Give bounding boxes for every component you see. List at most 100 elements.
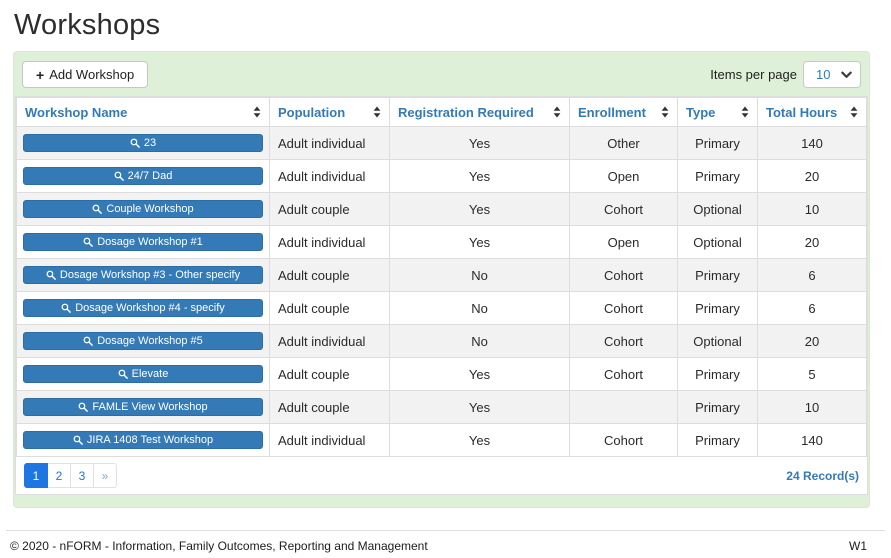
workshop-name-cell: 24/7 Dad xyxy=(16,159,270,193)
column-header-enrollment[interactable]: Enrollment xyxy=(569,97,678,127)
cell-population: Adult individual xyxy=(269,225,390,259)
sort-updown-icon xyxy=(553,106,561,118)
search-icon xyxy=(83,336,94,346)
cell-total-hours: 6 xyxy=(757,291,867,325)
cell-registration-required: Yes xyxy=(389,390,570,424)
search-icon xyxy=(73,435,83,445)
workshop-name-label: Dosage Workshop #1 xyxy=(97,236,203,248)
cell-registration-required: No xyxy=(389,324,570,358)
workshop-name-label: Dosage Workshop #3 - Other specify xyxy=(59,269,241,281)
sort-updown-icon xyxy=(741,106,749,118)
workshop-name-button[interactable]: Dosage Workshop #4 - specify xyxy=(23,299,263,317)
footer-divider xyxy=(6,530,885,531)
workshop-name-label: JIRA 1408 Test Workshop xyxy=(86,434,214,446)
workshop-name-button[interactable]: Dosage Workshop #3 - Other specify xyxy=(23,266,263,284)
workshop-name-label: Couple Workshop xyxy=(106,203,194,215)
workshops-table: Workshop Name Population Registration Requ… xyxy=(16,97,867,457)
pagination-page-3[interactable]: 3 xyxy=(70,463,94,488)
cell-population: Adult individual xyxy=(269,423,390,457)
table-row: Elevate Adult couple Yes Cohort Primary 5 xyxy=(16,357,867,391)
column-header-workshop-name[interactable]: Workshop Name xyxy=(16,97,270,127)
cell-type: Optional xyxy=(677,192,758,226)
column-header-label: Workshop Name xyxy=(25,104,128,120)
cell-enrollment: Cohort xyxy=(569,324,678,358)
table-row: JIRA 1408 Test Workshop Adult individual Y… xyxy=(16,423,867,457)
chevron-down-icon xyxy=(841,71,852,79)
search-icon xyxy=(83,237,94,247)
toolbar: + Add Workshop Items per page 10 xyxy=(14,52,869,96)
cell-registration-required: No xyxy=(389,258,570,292)
cell-population: Adult couple xyxy=(269,258,390,292)
cell-total-hours: 140 xyxy=(757,423,867,457)
cell-type: Primary xyxy=(677,126,758,160)
items-per-page-label: Items per page xyxy=(710,67,797,82)
search-icon xyxy=(130,138,140,148)
cell-total-hours: 10 xyxy=(757,390,867,424)
search-icon xyxy=(118,369,128,379)
cell-population: Adult individual xyxy=(269,324,390,358)
cell-type: Primary xyxy=(677,159,758,193)
workshop-name-button[interactable]: Elevate xyxy=(23,365,263,383)
column-header-label: Total Hours xyxy=(766,104,838,120)
footer-version: W1 xyxy=(849,539,867,553)
table-row: Dosage Workshop #1 Adult individual Yes Ope… xyxy=(16,225,867,259)
workshop-name-cell: Dosage Workshop #5 xyxy=(16,324,270,358)
site-footer: © 2020 - nFORM - Information, Family Out… xyxy=(0,530,891,553)
sort-updown-icon xyxy=(850,106,858,118)
items-per-page-select[interactable]: 10 xyxy=(803,61,861,88)
workshop-name-button[interactable]: Dosage Workshop #1 xyxy=(23,233,263,251)
pagination-next-button[interactable]: » xyxy=(93,463,117,488)
column-header-label: Registration Required xyxy=(398,104,534,120)
workshop-name-cell: FAMLE View Workshop xyxy=(16,390,270,424)
search-icon xyxy=(114,171,124,181)
cell-population: Adult individual xyxy=(269,159,390,193)
table-header-row: Workshop Name Population Registration Requ… xyxy=(16,97,867,127)
workshop-name-cell: Elevate xyxy=(16,357,270,391)
cell-enrollment: Cohort xyxy=(569,258,678,292)
workshops-table-wrap: Workshop Name Population Registration Requ… xyxy=(15,96,868,457)
workshop-name-cell: 23 xyxy=(16,126,270,160)
cell-enrollment: Cohort xyxy=(569,192,678,226)
cell-total-hours: 20 xyxy=(757,225,867,259)
add-workshop-label: Add Workshop xyxy=(49,67,135,82)
cell-enrollment: Open xyxy=(569,225,678,259)
sort-updown-icon xyxy=(661,106,669,118)
cell-total-hours: 140 xyxy=(757,126,867,160)
column-header-label: Population xyxy=(278,104,346,120)
column-header-population[interactable]: Population xyxy=(269,97,390,127)
cell-type: Primary xyxy=(677,390,758,424)
cell-enrollment xyxy=(569,390,678,424)
workshop-name-button[interactable]: FAMLE View Workshop xyxy=(23,398,263,416)
column-header-type[interactable]: Type xyxy=(677,97,758,127)
column-header-label: Enrollment xyxy=(578,104,646,120)
table-row: FAMLE View Workshop Adult couple Yes Primar… xyxy=(16,390,867,424)
workshop-name-cell: JIRA 1408 Test Workshop xyxy=(16,423,270,457)
search-icon xyxy=(78,402,89,412)
table-row: Dosage Workshop #3 - Other specify Adult … xyxy=(16,258,867,292)
workshop-name-button[interactable]: Dosage Workshop #5 xyxy=(23,332,263,350)
workshop-name-button[interactable]: JIRA 1408 Test Workshop xyxy=(23,431,263,449)
cell-population: Adult individual xyxy=(269,126,390,160)
workshop-name-label: Elevate xyxy=(131,368,169,380)
add-workshop-button[interactable]: + Add Workshop xyxy=(22,61,149,88)
pagination-page-2[interactable]: 2 xyxy=(47,463,71,488)
cell-registration-required: Yes xyxy=(389,423,570,457)
workshop-name-button[interactable]: 24/7 Dad xyxy=(23,167,263,185)
cell-enrollment: Cohort xyxy=(569,357,678,391)
cell-enrollment: Cohort xyxy=(569,423,678,457)
cell-registration-required: Yes xyxy=(389,357,570,391)
search-icon xyxy=(46,270,56,280)
column-header-registration-required[interactable]: Registration Required xyxy=(389,97,570,127)
pagination-page-1[interactable]: 1 xyxy=(24,463,48,488)
workshop-name-button[interactable]: 23 xyxy=(23,134,263,152)
table-row: 24/7 Dad Adult individual Yes Open Primary 20 xyxy=(16,159,867,193)
column-header-total-hours[interactable]: Total Hours xyxy=(757,97,867,127)
column-header-label: Type xyxy=(686,104,716,120)
cell-population: Adult couple xyxy=(269,357,390,391)
cell-total-hours: 20 xyxy=(757,159,867,193)
workshop-name-button[interactable]: Couple Workshop xyxy=(23,200,263,218)
cell-type: Optional xyxy=(677,324,758,358)
panel-bottom-padding xyxy=(14,495,869,507)
workshop-name-cell: Dosage Workshop #3 - Other specify xyxy=(16,258,270,292)
cell-enrollment: Open xyxy=(569,159,678,193)
